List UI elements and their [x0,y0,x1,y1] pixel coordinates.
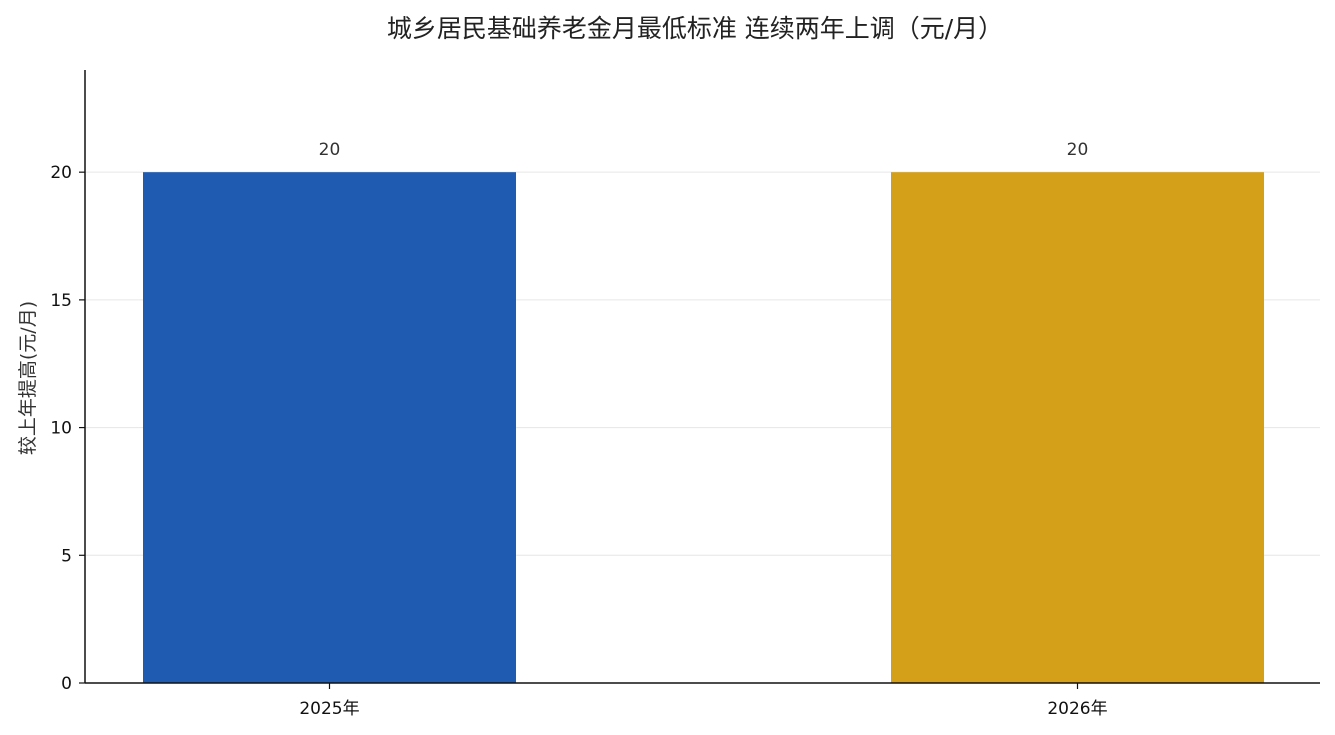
labels: 20 2025年 20 2026年 0 5 10 15 20 [50,140,1107,719]
y-axis-label: 较上年提高(元/月) [17,301,39,455]
axes [79,70,1320,689]
y-tick-label-20: 20 [50,163,72,183]
bar-2 [891,172,1264,683]
chart-title: 城乡居民基础养老金月最低标准 连续两年上调（元/月） [387,14,1003,43]
y-tick-label-15: 15 [50,291,72,311]
y-tick-label-10: 10 [50,419,72,439]
data-label-1: 20 [319,140,341,160]
y-tick-label-5: 5 [61,546,72,566]
y-tick-label-0: 0 [61,674,72,694]
x-tick-label-1: 2025年 [299,699,359,719]
bars [143,172,1264,683]
x-tick-label-2: 2026年 [1047,699,1107,719]
data-label-2: 20 [1067,140,1089,160]
bar-1 [143,172,516,683]
